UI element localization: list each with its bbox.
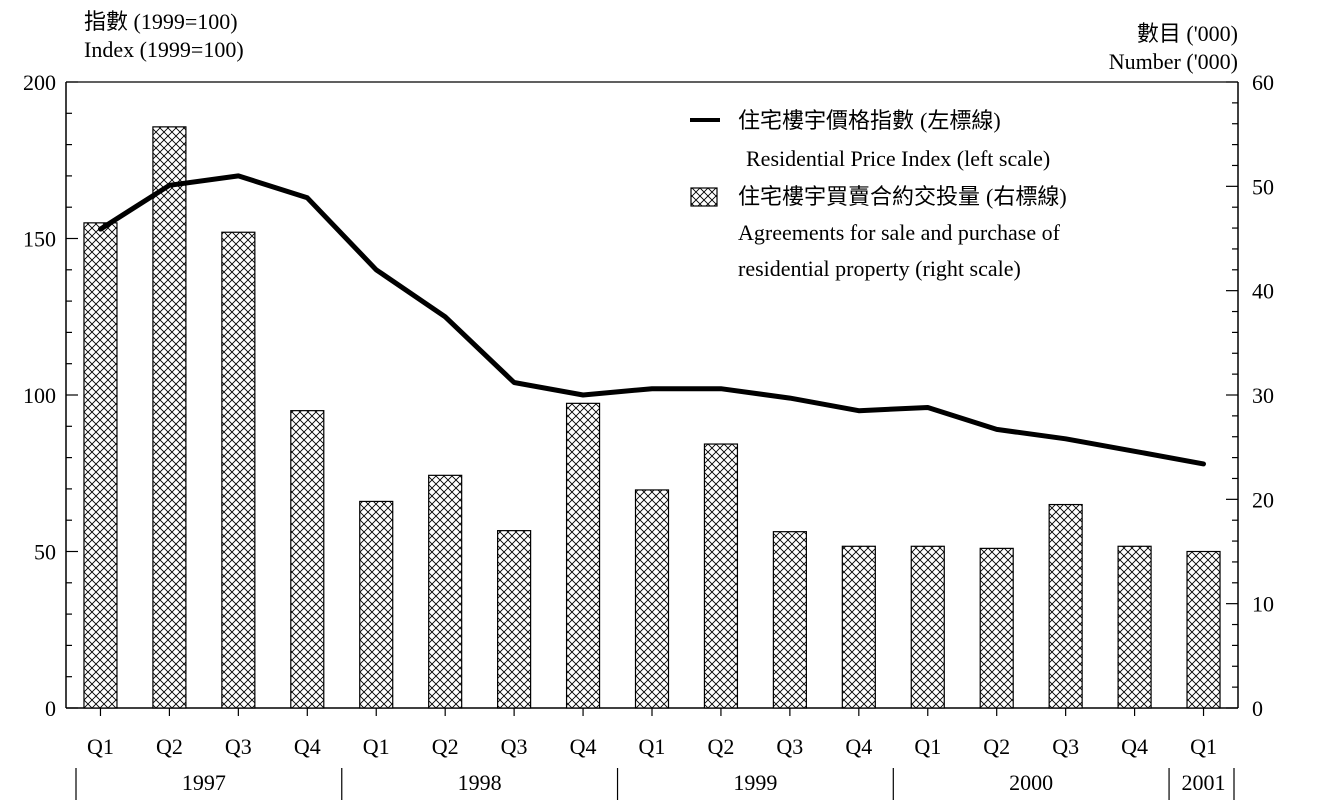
left-tick-label: 0 bbox=[45, 696, 56, 721]
right-tick-label: 20 bbox=[1252, 487, 1274, 512]
year-label: 2001 bbox=[1182, 770, 1226, 795]
x-tick-label: Q1 bbox=[87, 734, 114, 759]
right-tick-label: 60 bbox=[1252, 70, 1274, 95]
left-tick-label: 50 bbox=[34, 540, 56, 565]
legend: 住宅樓宇價格指數 (左標線) Residential Price Index (l… bbox=[690, 108, 1067, 281]
bar bbox=[359, 500, 394, 709]
legend-bar-label-en-1: Agreements for sale and purchase of bbox=[738, 220, 1061, 245]
right-axis-title: 數目 ('000) Number ('000) bbox=[1109, 20, 1238, 76]
legend-bar-label-en-2: residential property (right scale) bbox=[738, 256, 1021, 281]
x-tick-label: Q1 bbox=[914, 734, 941, 759]
bar bbox=[152, 126, 187, 709]
x-tick-label: Q3 bbox=[501, 734, 528, 759]
x-tick-label: Q2 bbox=[983, 734, 1010, 759]
left-axis-title-zh: 指數 (1999=100) bbox=[84, 9, 238, 34]
right-tick-label: 0 bbox=[1252, 696, 1263, 721]
right-axis-title-en: Number ('000) bbox=[1108, 49, 1238, 74]
bar bbox=[221, 231, 256, 709]
bar bbox=[703, 443, 739, 709]
x-tick-label: Q3 bbox=[225, 734, 252, 759]
bar bbox=[1117, 545, 1152, 709]
legend-bar-zh-note: (右標線) bbox=[986, 184, 1067, 209]
x-tick-label: Q3 bbox=[1052, 734, 1079, 759]
legend-bar-label-zh: 住宅樓宇買賣合約交投量 (右標線) bbox=[738, 184, 1067, 209]
legend-line-zh-note: (左標線) bbox=[920, 108, 1001, 133]
axes: 0 50 100 150 200 0 10 20 30 40 50 60 bbox=[23, 70, 1274, 721]
left-tick-label: 150 bbox=[23, 227, 56, 252]
right-tick-label: 50 bbox=[1252, 174, 1274, 199]
bar bbox=[910, 545, 945, 709]
right-tick-label: 30 bbox=[1252, 383, 1274, 408]
left-tick-label: 200 bbox=[23, 70, 56, 95]
x-tick-label: Q1 bbox=[639, 734, 666, 759]
price-index-line bbox=[98, 173, 1206, 467]
x-tick-label: Q4 bbox=[1121, 734, 1148, 759]
bar-series bbox=[83, 126, 1221, 709]
year-label: 1998 bbox=[458, 770, 502, 795]
bar bbox=[83, 222, 118, 709]
right-axis-title-zh: 數目 ('000) bbox=[1136, 21, 1238, 46]
bar bbox=[772, 531, 807, 709]
right-tick-label: 10 bbox=[1252, 592, 1274, 617]
x-tick-label: Q4 bbox=[570, 734, 597, 759]
legend-bar-zh-main: 住宅樓宇買賣合約交投量 bbox=[738, 184, 980, 209]
x-tick-label: Q1 bbox=[363, 734, 390, 759]
x-tick-label: Q4 bbox=[294, 734, 321, 759]
bar bbox=[290, 410, 325, 709]
line-series bbox=[98, 173, 1206, 467]
left-axis-title: 指數 (1999=100) Index (1999=100) bbox=[84, 8, 244, 64]
bar bbox=[634, 489, 670, 709]
left-axis-title-en: Index (1999=100) bbox=[84, 37, 244, 62]
bar bbox=[497, 530, 532, 709]
bar bbox=[428, 474, 463, 709]
year-label: 2000 bbox=[1009, 770, 1053, 795]
legend-line-label-zh: 住宅樓宇價格指數 (左標線) bbox=[738, 108, 1001, 133]
x-tick-label: Q2 bbox=[707, 734, 734, 759]
bar bbox=[841, 545, 876, 709]
x-axis-labels: Q1 Q2 Q3 Q4 Q1 Q2 Q3 Q4 Q1 Q2 Q3 Q4 Q1 Q2 Q3 Q4 Q1 1997 19… bbox=[75, 734, 1235, 800]
bar bbox=[1186, 550, 1221, 709]
bar bbox=[565, 402, 601, 709]
legend-line-label-en: Residential Price Index (left scale) bbox=[746, 146, 1050, 171]
year-label: 1997 bbox=[182, 770, 226, 795]
x-tick-label: Q2 bbox=[156, 734, 183, 759]
bar bbox=[1048, 503, 1083, 709]
right-tick-label: 40 bbox=[1252, 279, 1274, 304]
x-tick-label: Q3 bbox=[776, 734, 803, 759]
legend-line-zh-main: 住宅樓宇價格指數 bbox=[738, 108, 914, 133]
x-tick-label: Q1 bbox=[1190, 734, 1217, 759]
legend-bar-swatch bbox=[690, 187, 718, 207]
year-label: 1999 bbox=[733, 770, 777, 795]
x-tick-label: Q2 bbox=[432, 734, 459, 759]
left-tick-label: 100 bbox=[23, 383, 56, 408]
x-tick-label: Q4 bbox=[845, 734, 872, 759]
bar bbox=[979, 547, 1014, 709]
